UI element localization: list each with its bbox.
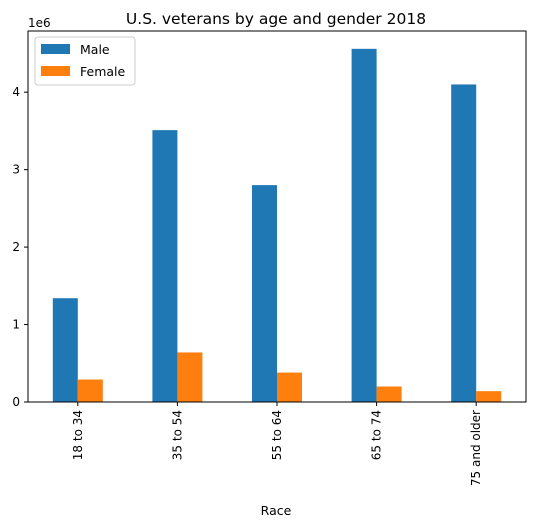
x-axis: 18 to 34 35 to 54 55 to 64 65 to 74 75 and o… bbox=[71, 402, 483, 486]
legend-label-female: Female bbox=[80, 64, 126, 79]
y-tick-label: 3 bbox=[12, 163, 20, 177]
bars-layer bbox=[52, 48, 502, 402]
legend-swatch-male bbox=[41, 44, 70, 54]
y-tick-label: 1 bbox=[12, 318, 20, 332]
plot-frame bbox=[27, 30, 527, 403]
y-axis-offset-label: 1e6 bbox=[28, 16, 51, 30]
legend: Male Female bbox=[34, 36, 136, 86]
bar-male-1 bbox=[52, 298, 78, 402]
bar-female-1 bbox=[77, 379, 103, 402]
y-tick-label: 4 bbox=[12, 85, 20, 99]
y-tick-label: 0 bbox=[12, 395, 20, 409]
bar-male-2 bbox=[152, 130, 178, 402]
x-tick-label: 35 to 54 bbox=[170, 410, 184, 460]
y-tick-label: 2 bbox=[12, 240, 20, 254]
x-tick-label: 65 to 74 bbox=[370, 410, 384, 460]
bar-female-4 bbox=[376, 386, 402, 402]
bar-female-3 bbox=[277, 372, 302, 402]
chart-title: U.S. veterans by age and gender 2018 bbox=[126, 10, 426, 28]
x-axis-label: Race bbox=[261, 503, 292, 518]
x-tick-label: 55 to 64 bbox=[270, 410, 284, 460]
legend-label-male: Male bbox=[80, 42, 110, 57]
bar-male-4 bbox=[351, 48, 377, 402]
x-tick-label: 75 and older bbox=[469, 410, 483, 486]
legend-swatch-female bbox=[41, 66, 70, 76]
bar-female-5 bbox=[476, 391, 502, 402]
bar-male-5 bbox=[451, 84, 477, 402]
x-tick-label: 18 to 34 bbox=[71, 410, 85, 460]
bar-male-3 bbox=[252, 185, 277, 402]
y-axis: 0 1 2 3 4 bbox=[12, 85, 28, 409]
bar-female-2 bbox=[177, 352, 203, 402]
